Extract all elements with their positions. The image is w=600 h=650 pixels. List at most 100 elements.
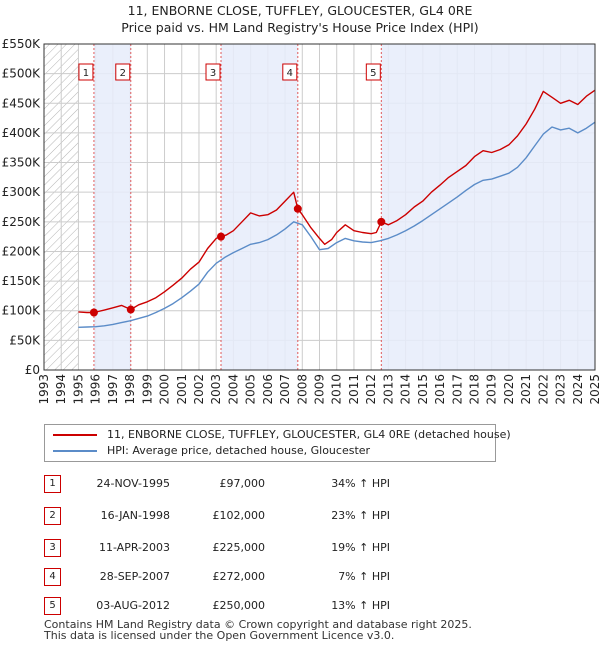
sale-number-box — [282, 63, 298, 81]
x-tick-label: 2000 — [158, 374, 172, 405]
sale-number-badge: 5 — [44, 597, 61, 615]
sale-number-box — [78, 63, 94, 81]
x-tick-label: 1996 — [89, 374, 103, 405]
x-tick-label: 2015 — [416, 374, 430, 405]
sale-hpi-change: 23% ↑ HPI — [331, 509, 390, 522]
legend: 11, ENBORNE CLOSE, TUFFLEY, GLOUCESTER, … — [44, 424, 511, 462]
y-tick-label: £150K — [2, 274, 42, 288]
y-tick-label: £200K — [2, 244, 42, 258]
sale-hpi-change: 7% ↑ HPI — [338, 570, 390, 583]
y-tick-label: £450K — [2, 96, 42, 110]
y-tick-label: £500K — [2, 67, 42, 81]
x-tick-label: 1997 — [106, 374, 120, 405]
sale-price: £97,000 — [219, 477, 266, 490]
x-tick-label: 1995 — [71, 374, 85, 405]
sale-period-band — [381, 44, 595, 370]
title-line-1: 11, ENBORNE CLOSE, TUFFLEY, GLOUCESTER, … — [127, 3, 473, 18]
x-tick-label: 1994 — [54, 374, 68, 405]
sale-row: 2 16-JAN-1998 £102,000 23% ↑ HPI — [0, 506, 600, 526]
y-tick-label: £550K — [2, 37, 42, 51]
x-tick-label: 2010 — [330, 374, 344, 405]
sale-price: £225,000 — [212, 541, 266, 554]
sale-price: £102,000 — [212, 509, 266, 522]
x-tick-label: 2025 — [588, 374, 600, 405]
x-tick-label: 2011 — [347, 374, 361, 405]
sale-hpi-change: 34% ↑ HPI — [331, 477, 390, 490]
plot-area-border — [43, 43, 596, 371]
sale-number-badge: 1 — [44, 475, 61, 493]
x-tick-label: 2023 — [554, 374, 568, 405]
y-tick-label: £250K — [2, 215, 42, 229]
x-tick-label: 2004 — [226, 374, 240, 405]
footer-attribution: Contains HM Land Registry data © Crown c… — [44, 619, 584, 641]
x-tick-label: 2019 — [485, 374, 499, 405]
x-tick-label: 1999 — [140, 374, 154, 405]
sale-price: £250,000 — [212, 599, 266, 612]
x-tick-label: 2002 — [192, 374, 206, 405]
sale-number-label: 2 — [120, 68, 126, 79]
footer-line-1: Contains HM Land Registry data © Crown c… — [44, 618, 472, 631]
sale-point-marker — [217, 232, 226, 241]
footer-line-2: This data is licensed under the Open Gov… — [44, 629, 395, 642]
x-tick-label: 2003 — [209, 374, 223, 405]
sale-number-box — [365, 63, 381, 81]
sale-period-band — [93, 44, 131, 370]
chart-title: 11, ENBORNE CLOSE, TUFFLEY, GLOUCESTER, … — [0, 2, 600, 36]
sale-period-band — [221, 44, 298, 370]
sale-point-marker — [89, 308, 98, 317]
y-tick-label: £350K — [2, 156, 42, 170]
y-tick-label: £100K — [2, 304, 42, 318]
sale-point-marker — [126, 305, 135, 314]
sale-number-label: 4 — [287, 68, 293, 79]
x-tick-label: 2012 — [364, 374, 378, 405]
x-tick-label: 2013 — [381, 374, 395, 405]
legend-label-hpi: HPI: Average price, detached house, Glou… — [107, 444, 371, 457]
sale-number-badge: 3 — [44, 539, 61, 557]
x-tick-label: 2007 — [278, 374, 292, 405]
sale-date: 28-SEP-2007 — [99, 570, 170, 583]
legend-label-property: 11, ENBORNE CLOSE, TUFFLEY, GLOUCESTER, … — [107, 428, 511, 441]
x-tick-label: 2024 — [571, 374, 585, 405]
sale-number-label: 1 — [83, 68, 89, 79]
x-tick-label: 2009 — [313, 374, 327, 405]
sale-number-badge: 4 — [44, 568, 61, 586]
y-tick-label: £400K — [2, 126, 42, 140]
sale-point-marker — [293, 204, 302, 213]
x-tick-label: 2021 — [519, 374, 533, 405]
sale-date: 11-APR-2003 — [98, 541, 170, 554]
sale-hpi-change: 13% ↑ HPI — [331, 599, 390, 612]
sale-date: 16-JAN-1998 — [100, 509, 170, 522]
hpi-line — [78, 121, 595, 328]
sale-price: £272,000 — [212, 570, 266, 583]
sale-number-badge: 2 — [44, 507, 61, 525]
y-tick-label: £50K — [9, 333, 41, 347]
sale-row: 1 24-NOV-1995 £97,000 34% ↑ HPI — [0, 474, 600, 494]
x-tick-label: 2005 — [244, 374, 258, 405]
price-chart: 1 2 3 4 5 £0 £50K £100K £150K £200K £250K £300K £35… — [2, 37, 600, 405]
sale-number-box — [205, 63, 221, 81]
property-price-line — [78, 89, 595, 314]
sale-hpi-change: 19% ↑ HPI — [331, 541, 390, 554]
x-tick-label: 1993 — [37, 374, 51, 405]
sale-number-label: 3 — [210, 68, 216, 79]
x-tick-label: 2014 — [399, 374, 413, 405]
x-tick-label: 2017 — [450, 374, 464, 405]
x-tick-label: 2001 — [175, 374, 189, 405]
x-tick-label: 2006 — [261, 374, 275, 405]
x-tick-label: 2016 — [433, 374, 447, 405]
y-tick-label: £0 — [25, 363, 40, 377]
sale-date: 03-AUG-2012 — [96, 599, 170, 612]
sale-row: 5 03-AUG-2012 £250,000 13% ↑ HPI — [0, 596, 600, 616]
x-tick-label: 1998 — [123, 374, 137, 405]
sale-number-label: 5 — [370, 68, 376, 79]
x-tick-label: 2018 — [467, 374, 481, 405]
title-line-2: Price paid vs. HM Land Registry's House … — [121, 20, 479, 35]
sale-date: 24-NOV-1995 — [96, 477, 170, 490]
sale-point-marker — [377, 217, 386, 226]
x-tick-label: 2022 — [536, 374, 550, 405]
x-tick-label: 2020 — [502, 374, 516, 405]
x-tick-label: 2008 — [295, 374, 309, 405]
y-tick-label: £300K — [2, 185, 42, 199]
legend-swatch-hpi — [53, 450, 97, 452]
sale-row: 4 28-SEP-2007 £272,000 7% ↑ HPI — [0, 567, 600, 587]
